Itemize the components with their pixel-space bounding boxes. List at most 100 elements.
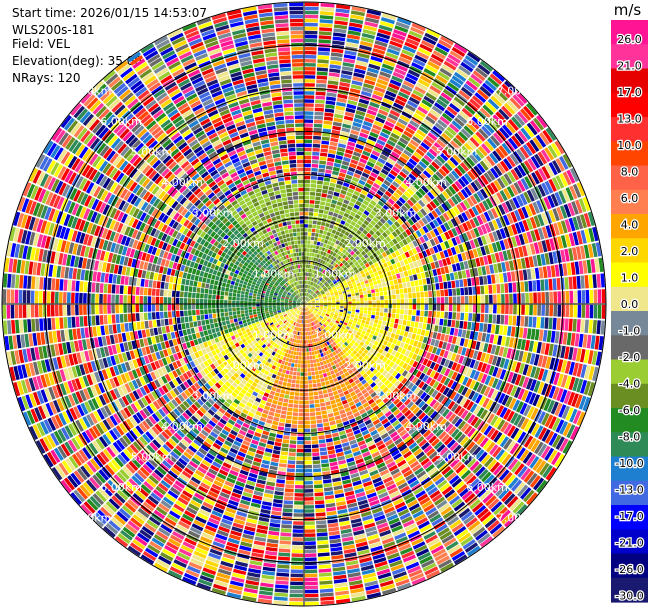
velocity-gate — [414, 86, 426, 95]
velocity-gate — [347, 188, 355, 194]
velocity-gate — [398, 241, 405, 248]
velocity-gate — [408, 226, 415, 234]
velocity-gate — [365, 165, 373, 171]
velocity-gate — [422, 138, 433, 148]
velocity-gate — [319, 229, 324, 234]
velocity-gate — [441, 203, 449, 212]
velocity-gate — [326, 273, 331, 277]
velocity-gate — [376, 113, 387, 120]
velocity-gate — [415, 164, 425, 172]
velocity-gate — [304, 444, 312, 449]
velocity-gate — [451, 99, 463, 110]
velocity-gate — [285, 357, 290, 362]
velocity-gate — [295, 384, 300, 388]
velocity-gate — [315, 192, 322, 197]
velocity-gate — [457, 178, 466, 188]
velocity-gate — [487, 275, 492, 285]
velocity-gate — [549, 304, 554, 317]
velocity-gate — [545, 291, 549, 304]
velocity-gate — [493, 294, 497, 304]
velocity-gate — [420, 173, 429, 182]
velocity-gate — [351, 309, 356, 312]
velocity-gate — [360, 203, 367, 210]
velocity-gate — [403, 270, 409, 277]
velocity-gate — [365, 113, 376, 120]
velocity-gate — [374, 315, 379, 320]
velocity-gate — [294, 392, 300, 396]
velocity-gate — [506, 272, 512, 282]
velocity-gate — [398, 248, 404, 255]
velocity-gate — [378, 186, 387, 193]
velocity-gate — [296, 448, 304, 453]
velocity-gate — [344, 256, 349, 262]
velocity-gate — [304, 501, 314, 505]
velocity-gate — [350, 180, 358, 187]
velocity-gate — [380, 168, 389, 176]
velocity-gate — [340, 164, 349, 170]
velocity-gate — [332, 121, 342, 127]
velocity-gate — [421, 197, 429, 205]
velocity-gate — [453, 43, 468, 54]
velocity-gate — [466, 122, 477, 133]
velocity-gate — [422, 278, 427, 285]
velocity-gate — [581, 290, 586, 304]
velocity-gate — [503, 188, 512, 200]
velocity-gate — [320, 273, 324, 277]
velocity-gate — [294, 347, 297, 352]
velocity-gate — [333, 117, 343, 123]
velocity-gate — [309, 196, 315, 200]
velocity-gate — [297, 424, 304, 429]
velocity-gate — [323, 483, 333, 488]
velocity-gate — [282, 439, 290, 444]
velocity-gate — [390, 195, 398, 202]
velocity-gate — [379, 131, 390, 139]
velocity-gate — [280, 414, 286, 419]
velocity-gate — [483, 122, 495, 134]
velocity-gate — [487, 76, 500, 88]
velocity-gate — [509, 293, 513, 304]
velocity-gate — [411, 247, 418, 255]
velocity-gate — [333, 268, 338, 273]
velocity-gate — [314, 371, 319, 375]
velocity-gate — [332, 287, 337, 291]
velocity-gate — [318, 35, 332, 40]
velocity-gate — [335, 270, 340, 275]
velocity-gate — [331, 403, 338, 409]
velocity-gate — [309, 295, 312, 298]
velocity-gate — [313, 265, 317, 270]
velocity-gate — [466, 197, 475, 207]
velocity-gate — [329, 457, 337, 463]
velocity-gate — [345, 209, 351, 215]
velocity-gate — [354, 261, 359, 266]
velocity-gate — [499, 160, 510, 172]
velocity-gate — [479, 85, 492, 97]
velocity-gate — [432, 219, 440, 228]
velocity-gate — [395, 243, 401, 250]
velocity-gate — [306, 297, 309, 301]
velocity-gate — [358, 253, 363, 259]
velocity-gate — [517, 304, 521, 315]
velocity-gate — [328, 392, 334, 397]
velocity-gate — [396, 273, 401, 279]
velocity-gate — [346, 191, 353, 198]
velocity-gate — [464, 210, 472, 220]
velocity-gate — [399, 330, 405, 336]
velocity-gate — [508, 119, 519, 131]
velocity-gate — [323, 210, 329, 215]
velocity-gate — [406, 188, 415, 196]
velocity-gate — [277, 426, 285, 431]
velocity-gate — [415, 334, 420, 341]
velocity-gate — [316, 291, 320, 295]
velocity-gate — [573, 304, 578, 318]
velocity-gate — [335, 284, 340, 288]
velocity-gate — [429, 230, 436, 238]
velocity-gate — [420, 208, 427, 217]
velocity-gate — [339, 193, 346, 199]
velocity-gate — [404, 304, 409, 310]
velocity-gate — [404, 41, 418, 50]
velocity-gate — [334, 109, 345, 115]
velocity-gate — [341, 278, 346, 282]
velocity-gate — [310, 420, 317, 424]
velocity-gate — [420, 272, 426, 279]
velocity-gate — [419, 335, 424, 342]
